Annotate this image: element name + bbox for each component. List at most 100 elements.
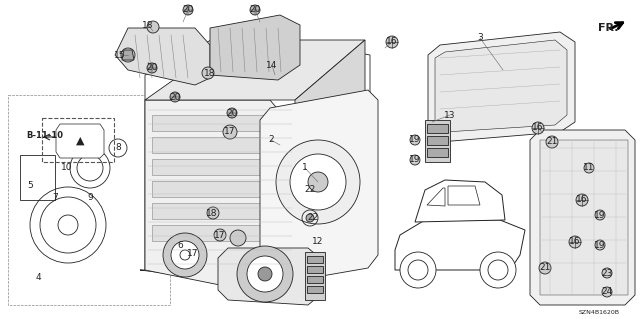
Text: 19: 19 xyxy=(595,241,605,249)
Polygon shape xyxy=(428,32,575,142)
Polygon shape xyxy=(210,15,300,80)
Circle shape xyxy=(247,256,283,292)
Text: 19: 19 xyxy=(409,136,420,145)
Polygon shape xyxy=(56,124,104,158)
Circle shape xyxy=(584,163,594,173)
Text: 15: 15 xyxy=(115,50,125,60)
Text: 22: 22 xyxy=(305,186,316,195)
Polygon shape xyxy=(415,180,505,222)
Circle shape xyxy=(576,194,588,206)
Polygon shape xyxy=(218,248,320,305)
Text: 6: 6 xyxy=(177,241,183,249)
Circle shape xyxy=(207,207,219,219)
Bar xyxy=(42,118,114,162)
Text: 12: 12 xyxy=(312,238,324,247)
Text: 18: 18 xyxy=(142,20,154,29)
Circle shape xyxy=(171,241,199,269)
Text: 17: 17 xyxy=(214,231,226,240)
Text: FR.: FR. xyxy=(598,23,618,33)
Circle shape xyxy=(170,92,180,102)
Text: 17: 17 xyxy=(224,128,236,137)
Circle shape xyxy=(595,210,605,220)
Circle shape xyxy=(602,268,612,278)
Text: 20: 20 xyxy=(147,63,157,72)
Bar xyxy=(307,286,323,293)
Circle shape xyxy=(386,36,398,48)
Text: SZN4B1620B: SZN4B1620B xyxy=(579,309,620,315)
Circle shape xyxy=(230,230,246,246)
Bar xyxy=(427,124,448,133)
Circle shape xyxy=(308,172,328,192)
Text: 20: 20 xyxy=(227,108,237,117)
Polygon shape xyxy=(530,130,635,305)
Text: 8: 8 xyxy=(115,144,121,152)
Text: 13: 13 xyxy=(444,110,456,120)
Bar xyxy=(152,159,290,175)
Bar xyxy=(152,181,290,197)
Bar xyxy=(540,140,628,295)
Text: 19: 19 xyxy=(595,211,605,219)
Text: 23: 23 xyxy=(602,269,612,278)
Circle shape xyxy=(202,67,214,79)
Bar xyxy=(427,148,448,157)
Polygon shape xyxy=(145,100,295,295)
Bar xyxy=(152,203,290,219)
Polygon shape xyxy=(260,90,378,285)
Text: 22: 22 xyxy=(307,212,319,221)
Text: 19: 19 xyxy=(409,155,420,165)
Circle shape xyxy=(539,262,551,274)
Circle shape xyxy=(276,140,360,224)
Polygon shape xyxy=(295,40,365,255)
Circle shape xyxy=(227,108,237,118)
Text: 7: 7 xyxy=(52,192,58,202)
Text: 2: 2 xyxy=(268,136,274,145)
Circle shape xyxy=(147,21,159,33)
Circle shape xyxy=(258,267,272,281)
Text: 16: 16 xyxy=(387,38,397,47)
Bar xyxy=(427,136,448,145)
Polygon shape xyxy=(115,28,210,85)
Circle shape xyxy=(410,155,420,165)
Text: 4: 4 xyxy=(35,273,41,283)
Text: 16: 16 xyxy=(569,238,580,247)
Circle shape xyxy=(532,122,544,134)
Text: 9: 9 xyxy=(87,194,93,203)
Circle shape xyxy=(250,5,260,15)
Bar xyxy=(307,256,323,263)
Text: 21: 21 xyxy=(540,263,550,272)
Circle shape xyxy=(306,214,314,222)
Text: 18: 18 xyxy=(206,209,218,218)
Circle shape xyxy=(183,5,193,15)
Circle shape xyxy=(290,154,346,210)
Circle shape xyxy=(546,136,558,148)
Bar xyxy=(152,115,290,131)
Bar xyxy=(305,252,325,300)
Polygon shape xyxy=(427,188,445,206)
Text: 17: 17 xyxy=(188,249,199,257)
Bar xyxy=(307,276,323,283)
Polygon shape xyxy=(140,30,370,290)
Circle shape xyxy=(400,252,436,288)
Polygon shape xyxy=(395,220,525,270)
Text: 21: 21 xyxy=(547,137,557,146)
Text: 1: 1 xyxy=(302,164,308,173)
Text: 10: 10 xyxy=(61,164,73,173)
Text: B-11-10: B-11-10 xyxy=(26,131,63,140)
Circle shape xyxy=(480,252,516,288)
Bar xyxy=(425,120,450,162)
Text: 14: 14 xyxy=(266,61,278,70)
Bar xyxy=(152,225,290,241)
Circle shape xyxy=(163,233,207,277)
Circle shape xyxy=(595,240,605,250)
Text: 20: 20 xyxy=(250,5,260,14)
Circle shape xyxy=(602,287,612,297)
Text: 20: 20 xyxy=(182,5,194,14)
Polygon shape xyxy=(435,40,567,132)
Circle shape xyxy=(237,246,293,302)
Text: 5: 5 xyxy=(27,181,33,189)
Circle shape xyxy=(121,48,135,62)
Text: 24: 24 xyxy=(602,287,612,296)
Polygon shape xyxy=(448,186,480,205)
Text: 16: 16 xyxy=(576,196,588,204)
Text: ▲: ▲ xyxy=(76,136,84,146)
